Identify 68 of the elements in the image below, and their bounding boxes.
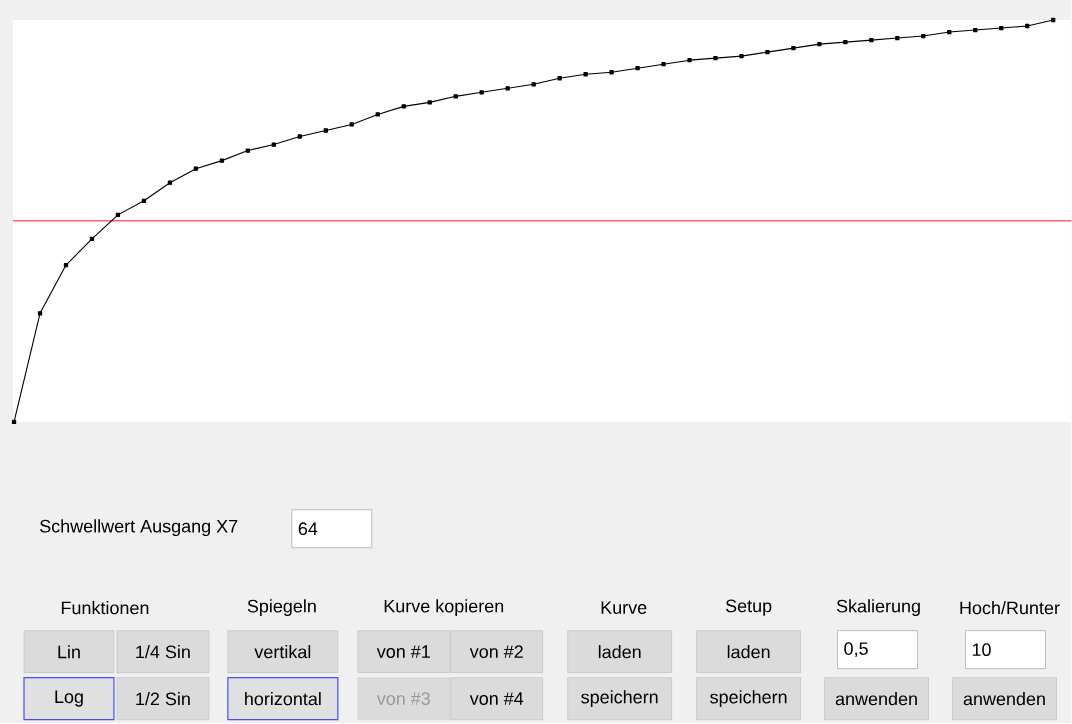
text: Hoch/Runter (960, 601, 1060, 615)
point (947, 30, 952, 35)
point (869, 38, 874, 43)
text: von #1 (376, 645, 430, 659)
point (999, 26, 1004, 31)
text: 0,5 (844, 642, 868, 658)
point (141, 198, 147, 204)
text: speichern (710, 690, 787, 708)
text: Kurve (601, 601, 647, 615)
point (505, 86, 510, 91)
text: anwenden (835, 692, 917, 706)
text: anwenden (963, 692, 1045, 706)
point (687, 58, 692, 63)
text: Schwellwert Ausgang X7 (40, 519, 238, 537)
point (973, 28, 978, 33)
point (271, 142, 276, 147)
point (245, 148, 251, 153)
text: Lin (58, 645, 80, 659)
point (921, 34, 926, 39)
text: Spiegeln (247, 599, 316, 617)
text: Setup (725, 599, 772, 617)
text: Funktionen (61, 601, 149, 615)
point (427, 100, 432, 105)
point (349, 122, 354, 127)
point (583, 72, 588, 77)
text: Skalierung (836, 599, 920, 617)
point (661, 62, 666, 67)
text: Kurve kopieren (384, 599, 504, 617)
point (193, 166, 199, 171)
point (167, 180, 173, 186)
point (817, 42, 822, 47)
point (63, 263, 69, 268)
point (37, 311, 43, 316)
text: vertikal (254, 645, 311, 659)
text: 64 (298, 522, 318, 536)
text: von #2 (469, 645, 523, 659)
point (1051, 18, 1056, 23)
point (297, 134, 302, 139)
point (1025, 24, 1030, 29)
point (89, 237, 95, 242)
point (739, 54, 744, 59)
point (375, 112, 380, 117)
text: laden (727, 645, 770, 659)
point (323, 128, 328, 133)
point (557, 76, 562, 81)
point (609, 70, 614, 75)
text: laden (598, 645, 641, 659)
text: speichern (581, 690, 658, 708)
point (765, 50, 770, 55)
text: von #3 (376, 692, 430, 706)
point (895, 36, 900, 41)
text: horizontal (245, 692, 321, 706)
text: Log (55, 690, 83, 707)
point (219, 158, 225, 163)
point (115, 212, 121, 218)
text: 1/4 Sin (136, 645, 190, 659)
point (843, 40, 848, 45)
point (531, 82, 536, 87)
text: von #4 (469, 692, 524, 706)
point (635, 66, 640, 71)
text: 10 (972, 643, 991, 657)
point (11, 419, 17, 425)
text: 1/2 Sin (136, 692, 190, 706)
point (479, 90, 484, 95)
point (453, 94, 458, 99)
point (791, 46, 796, 51)
point (713, 56, 718, 61)
point (401, 104, 406, 109)
